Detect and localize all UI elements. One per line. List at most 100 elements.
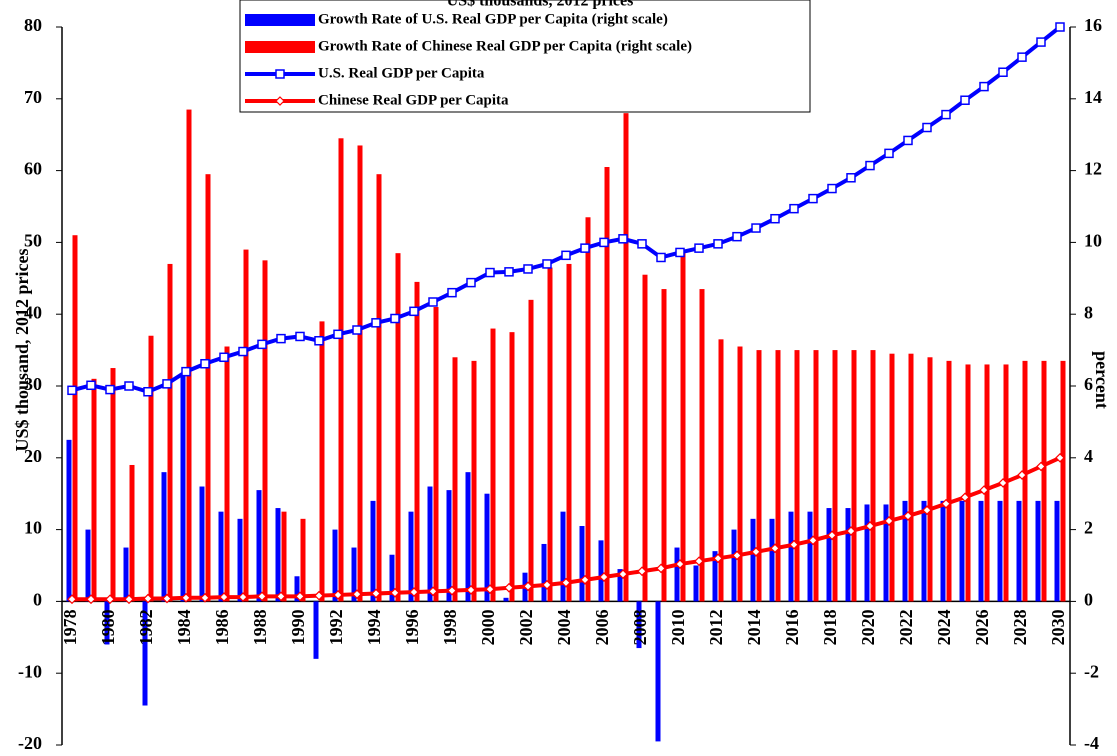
marker	[1017, 470, 1027, 480]
marker	[561, 250, 571, 261]
marker	[979, 81, 989, 92]
bar	[237, 518, 243, 602]
bar	[199, 486, 205, 602]
marker	[523, 581, 533, 592]
marker	[941, 498, 951, 509]
marker	[523, 264, 533, 274]
bar	[243, 249, 249, 602]
bar	[699, 289, 705, 602]
marker	[485, 267, 495, 278]
legend-label: Chinese Real GDP per Capita	[318, 92, 509, 108]
x-tick-label: 1994	[364, 609, 384, 645]
bar	[490, 328, 496, 602]
bar	[528, 299, 534, 602]
bar	[642, 274, 648, 602]
bar	[370, 500, 376, 602]
marker	[371, 318, 381, 328]
marker	[998, 67, 1008, 77]
marker	[865, 160, 875, 171]
marker	[960, 492, 970, 503]
marker	[466, 585, 476, 595]
bar	[579, 526, 585, 602]
x-tick-label: 1992	[326, 609, 346, 645]
bar	[1060, 360, 1066, 602]
bar	[446, 490, 452, 602]
marker	[257, 339, 267, 350]
legend-label: U.S. Real GDP per Capita	[318, 65, 485, 81]
y2-tick-label: 4	[1084, 446, 1093, 466]
y-tick-label: 30	[24, 374, 42, 394]
marker	[903, 511, 913, 521]
x-tick-label: 2004	[554, 609, 574, 645]
y2-tick-label: 8	[1084, 302, 1093, 322]
marker	[580, 243, 590, 253]
bar	[604, 167, 610, 602]
marker	[86, 594, 96, 605]
bar	[756, 350, 762, 602]
bar	[870, 350, 876, 602]
bar	[547, 267, 553, 602]
marker	[542, 580, 552, 590]
bar	[598, 540, 604, 602]
marker	[713, 553, 723, 564]
bar	[946, 360, 952, 602]
y2-tick-label: 14	[1084, 87, 1102, 107]
marker	[390, 313, 400, 324]
marker	[808, 193, 818, 204]
bar	[541, 543, 547, 602]
x-tick-label: 1986	[212, 609, 232, 645]
y-axis-label: US$ thousand, 2012 prices	[12, 248, 32, 451]
marker	[352, 325, 362, 335]
bar	[161, 472, 167, 602]
x-tick-label: 2028	[1010, 609, 1030, 645]
bar	[224, 346, 230, 602]
marker	[428, 297, 438, 307]
y-tick-label: 50	[24, 231, 42, 251]
marker	[827, 183, 837, 194]
bar	[104, 601, 110, 645]
bar	[275, 508, 281, 602]
bar	[148, 335, 154, 602]
bar	[693, 565, 699, 602]
bar	[1022, 360, 1028, 602]
marker	[561, 577, 571, 588]
bar	[433, 307, 439, 602]
bar	[218, 511, 224, 602]
y-tick-label: 20	[24, 446, 42, 466]
bar	[775, 350, 781, 602]
marker	[599, 572, 609, 582]
marker	[789, 203, 799, 214]
marker	[675, 247, 685, 258]
bar	[471, 360, 477, 602]
bar	[826, 508, 832, 602]
marker	[295, 591, 305, 602]
x-tick-label: 2024	[934, 609, 954, 645]
marker	[238, 592, 248, 602]
bar	[737, 346, 743, 602]
legend-label: Growth Rate of U.S. Real GDP per Capita …	[318, 11, 668, 27]
y-tick-label: -20	[18, 733, 42, 753]
x-tick-label: 2016	[782, 609, 802, 645]
marker	[504, 582, 514, 593]
bar	[566, 263, 572, 602]
bar	[338, 138, 344, 602]
marker	[314, 590, 324, 601]
legend-label: Growth Rate of Chinese Real GDP per Capi…	[318, 38, 692, 54]
bar	[927, 357, 933, 602]
bar	[509, 332, 515, 602]
bar	[731, 529, 737, 602]
marker	[884, 148, 894, 159]
y-tick-label: -10	[18, 661, 42, 681]
marker	[371, 588, 381, 599]
marker	[998, 478, 1008, 488]
bar	[72, 235, 78, 602]
bar	[832, 350, 838, 602]
marker	[618, 569, 628, 579]
x-tick-label: 2020	[858, 609, 878, 645]
x-tick-label: 2014	[744, 609, 764, 645]
bar	[167, 263, 173, 602]
bar	[883, 504, 889, 602]
bar	[281, 511, 287, 602]
marker	[1036, 37, 1046, 47]
